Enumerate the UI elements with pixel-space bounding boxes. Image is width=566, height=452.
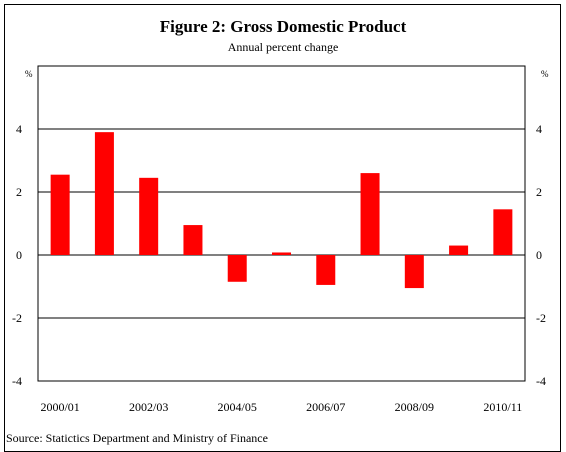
bar-2000-01 (50, 174, 70, 255)
bar-2010-11 (493, 209, 513, 255)
y-unit-left: % (25, 69, 33, 79)
y-tick-label-left: 0 (16, 248, 22, 262)
bars (50, 132, 513, 289)
bar-2006-07 (316, 255, 336, 285)
x-tick-label: 2010/11 (483, 400, 522, 414)
x-tick-label: 2006/07 (306, 400, 345, 414)
y-tick-label-left: -2 (12, 311, 22, 325)
chart-subtitle: Annual percent change (227, 40, 339, 54)
bar-2009-10 (449, 245, 469, 255)
bar-2007-08 (360, 173, 380, 255)
x-axis: 2000/01 2002/03 2004/05 2006/07 2008/09 2010/… (40, 400, 522, 414)
bar-2005-06 (272, 252, 291, 255)
x-tick-label: 2002/03 (129, 400, 168, 414)
y-tick-label-right: 0 (536, 248, 542, 262)
y-tick-label-right: -4 (536, 374, 546, 388)
y-tick-label-left: -4 (12, 374, 22, 388)
bar-2001-02 (94, 132, 114, 255)
y-tick-label-right: 4 (536, 122, 542, 136)
bar-2002-03 (139, 177, 159, 255)
x-tick-label: 2000/01 (40, 400, 79, 414)
y-axis-right: 4 2 0 -2 -4 (536, 122, 546, 388)
bar-2003-04 (183, 225, 203, 255)
x-tick-label: 2004/05 (218, 400, 257, 414)
bar-2008-09 (404, 255, 424, 289)
y-tick-label-left: 4 (16, 122, 22, 136)
source-note: Source: Statictics Department and Minist… (6, 431, 268, 445)
chart-title: Figure 2: Gross Domestic Product (159, 17, 407, 36)
y-tick-label-left: 2 (16, 185, 22, 199)
y-axis-left: 4 2 0 -2 -4 (12, 122, 22, 388)
y-tick-label-right: -2 (536, 311, 546, 325)
bar-2004-05 (227, 255, 247, 282)
x-tick-label: 2008/09 (395, 400, 434, 414)
y-tick-label-right: 2 (536, 185, 542, 199)
y-unit-right: % (541, 69, 549, 79)
